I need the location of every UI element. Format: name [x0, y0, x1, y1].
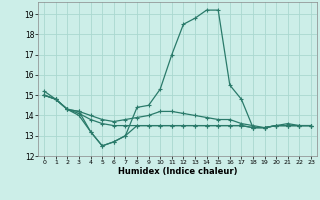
X-axis label: Humidex (Indice chaleur): Humidex (Indice chaleur) [118, 167, 237, 176]
